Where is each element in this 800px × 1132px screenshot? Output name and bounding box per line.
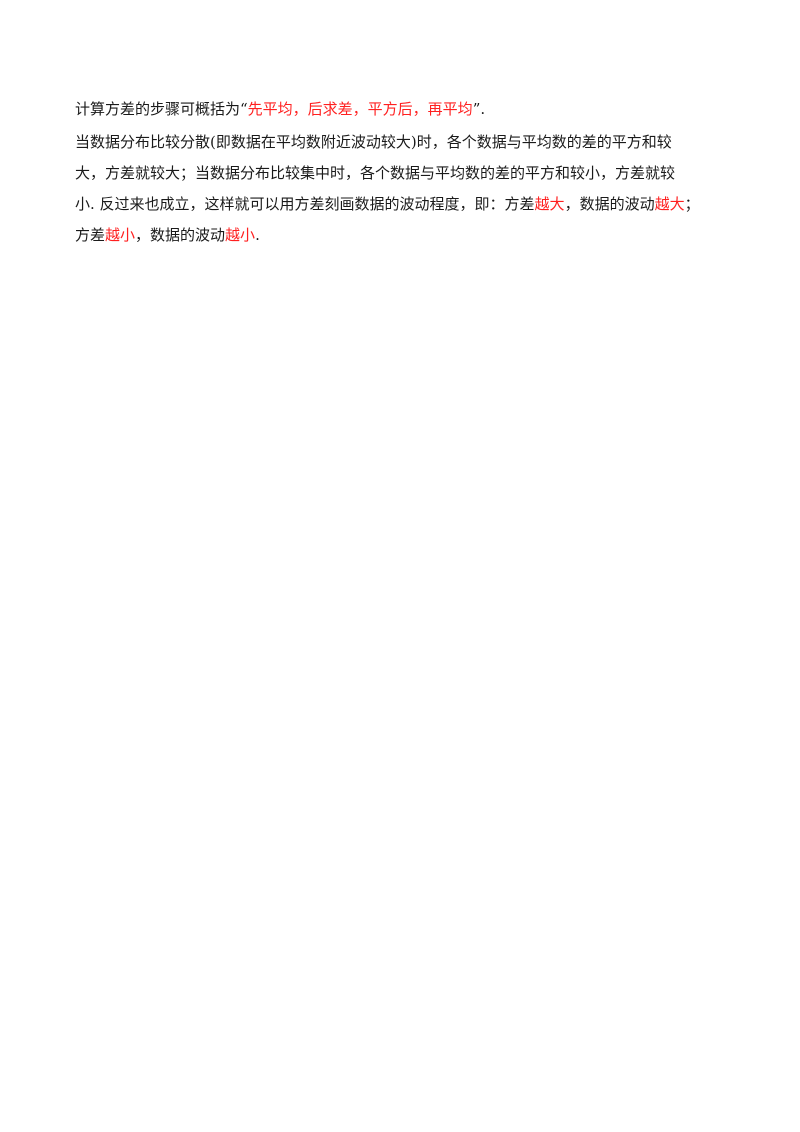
highlight-text: 越小 [225, 226, 256, 244]
text: 小. 反过来也成立，这样就可以用方差刻画数据的波动程度，即：方差 [75, 195, 535, 213]
text: 大，方差就较大；当数据分布比较集中时，各个数据与平均数的差的平方和较小，方差就较 [75, 164, 676, 182]
text: 当数据分布比较分散(即数据在平均数附近波动较大)时，各个数据与平均数的差的平方和… [75, 133, 672, 151]
paragraph-line-2: 大，方差就较大；当数据分布比较集中时，各个数据与平均数的差的平方和较小，方差就较 [75, 163, 675, 183]
highlight-text: 越小 [105, 226, 136, 244]
highlight-text: 先平均，后求差，平方后，再平均 [247, 100, 473, 118]
text: ，数据的波动 [135, 226, 226, 244]
paragraph-line-1: 当数据分布比较分散(即数据在平均数附近波动较大)时，各个数据与平均数的差的平方和… [75, 132, 672, 152]
text: ”. [472, 100, 486, 118]
highlight-text: 越大 [534, 195, 565, 213]
text: . [255, 226, 260, 244]
paragraph-variance-steps: 计算方差的步骤可概括为“先平均，后求差，平方后，再平均”. [75, 99, 485, 119]
text: ； [684, 195, 700, 213]
text: 计算方差的步骤可概括为“ [75, 100, 248, 118]
text: ，数据的波动 [564, 195, 655, 213]
text: 方差 [75, 226, 106, 244]
paragraph-line-3: 小. 反过来也成立，这样就可以用方差刻画数据的波动程度，即：方差越大，数据的波动… [75, 194, 700, 214]
highlight-text: 越大 [654, 195, 685, 213]
paragraph-line-4: 方差越小，数据的波动越小. [75, 225, 260, 245]
